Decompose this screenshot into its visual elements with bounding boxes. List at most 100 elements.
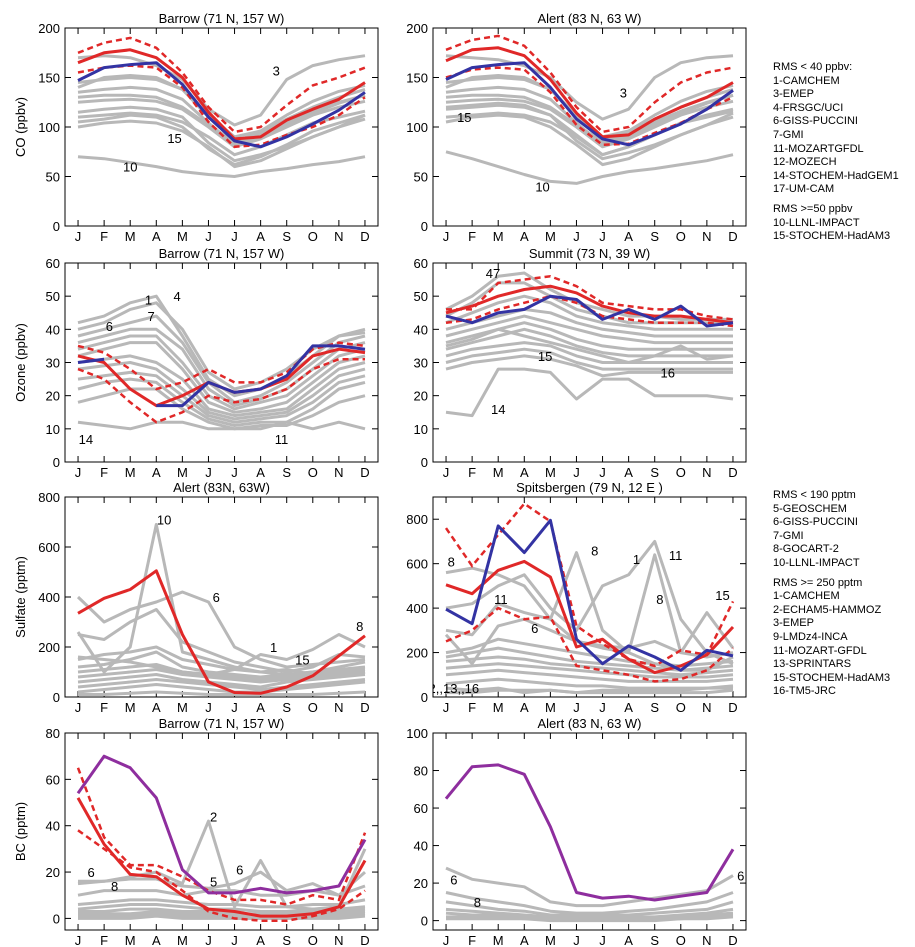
sulfate-spitsbergen-model-line-7 bbox=[445, 668, 734, 683]
bc-barrow-model-line-2 bbox=[77, 884, 366, 897]
co-barrow-xtick-label-7: A bbox=[256, 229, 265, 244]
co-barrow-mean-line bbox=[77, 48, 366, 141]
ozone-summit-model-line-6 bbox=[445, 327, 733, 358]
sulfate-alert-xtick-label-6: J bbox=[231, 700, 238, 715]
sulfate-alert-model-line-6 bbox=[77, 668, 366, 684]
ozone-barrow-model-line-10 bbox=[77, 387, 366, 431]
bc-barrow-xtick-label-4: M bbox=[177, 933, 188, 947]
bc-barrow-frame bbox=[64, 732, 379, 931]
sulfate-alert-xtick-label-0: J bbox=[75, 700, 82, 715]
co-alert-xtick-label-10: N bbox=[702, 229, 711, 244]
ozone-barrow-ytick-label-3: 30 bbox=[46, 356, 60, 371]
bc-barrow-panel: Barrow (71 N, 157 W) 0 20 40 60 80 J F M A M J J A S O N… bbox=[13, 716, 379, 947]
ozone-barrow-model-line-2 bbox=[77, 314, 366, 404]
sulfate-legend-item: 5-GEOSCHEM bbox=[773, 502, 847, 515]
co-legend-item: 14-STOCHEM-HadGEM1 bbox=[773, 169, 899, 182]
sulfate-spitsbergen-xtick-label-4: M bbox=[545, 700, 556, 715]
ozone-summit-obs-line bbox=[445, 294, 734, 328]
sulfate-legend-item: 16-TM5-JRC bbox=[773, 685, 836, 698]
sulfate-spitsbergen-xtick-label-7: A bbox=[624, 700, 633, 715]
bc-barrow-series-label-0: 2 bbox=[210, 809, 217, 824]
co-barrow-range-line-0 bbox=[77, 36, 366, 134]
ozone-summit-xtick-label-3: A bbox=[520, 465, 529, 480]
ozone-summit-xtick-label-6: J bbox=[599, 465, 606, 480]
co-alert-xtick-label-3: A bbox=[520, 229, 529, 244]
bc-alert-series-label-0: 6 bbox=[450, 872, 457, 887]
sulfate-spitsbergen-series-label-3: 8 bbox=[591, 543, 598, 558]
co-alert-plot-area: 3 15 10 bbox=[445, 34, 734, 194]
ozone-summit-xtick-label-8: S bbox=[650, 465, 659, 480]
bc-barrow-xtick-label-0: J bbox=[75, 933, 82, 947]
co-barrow-model-line-0 bbox=[77, 54, 366, 127]
sulfate-spitsbergen-ytick-label-3: 600 bbox=[406, 557, 428, 572]
bc-alert-ytick-label-3: 60 bbox=[414, 801, 428, 816]
ozone-barrow-model-line-6 bbox=[77, 354, 366, 418]
sulfate-spitsbergen-xtick-label-2: M bbox=[493, 700, 504, 715]
bc-alert-ytick-label-2: 40 bbox=[414, 839, 428, 854]
sulfate-alert-series-label-1: 6 bbox=[213, 590, 220, 605]
ozone-barrow-model-line-8 bbox=[77, 370, 366, 424]
bc-barrow-plot-area: 2 5 6 6 8 bbox=[76, 754, 367, 922]
sulfate-spitsbergen-ytick-label-1: 200 bbox=[406, 646, 428, 661]
co-alert-xtick-label-9: O bbox=[676, 229, 686, 244]
bc-alert-xtick-label-6: J bbox=[599, 933, 606, 947]
ozone-summit-model-line-9 bbox=[445, 354, 733, 378]
bc-alert-xtick-label-8: S bbox=[650, 933, 659, 947]
sulfate-alert-ylabel: Sulfate (pptm) bbox=[13, 556, 28, 638]
co-legend-item: 11-MOZARTGFDL bbox=[773, 142, 864, 155]
co-alert-model-line-9 bbox=[445, 150, 734, 185]
sulfate-spitsbergen-xtick-label-1: F bbox=[468, 700, 476, 715]
sulfate-alert-xtick-label-4: M bbox=[177, 700, 188, 715]
sulfate-alert-xtick-label-2: M bbox=[125, 700, 136, 715]
bc-barrow-xtick-label-8: S bbox=[282, 933, 291, 947]
ozone-barrow-series-label-2: 7 bbox=[147, 309, 154, 324]
sulfate-legend-item: 11-MOZART-GFDL bbox=[773, 644, 867, 657]
sulfate-spitsbergen-panel: Spitsbergen (79 N, 12 E ) 0 200 400 600 800 J F… bbox=[406, 480, 747, 715]
sulfate-alert-series-label-0: 10 bbox=[157, 513, 171, 528]
co-barrow-series-label-2: 10 bbox=[123, 160, 137, 175]
bc-barrow-range-line-0 bbox=[76, 767, 367, 906]
sulfate-alert-series-label-3: 15 bbox=[295, 653, 309, 668]
ozone-summit-xtick-label-4: M bbox=[545, 465, 556, 480]
sulfate-alert-ytick-label-0: 0 bbox=[53, 690, 60, 705]
sulfate-legend-item: 1-CAMCHEM bbox=[773, 590, 840, 603]
bc-alert-series-label-2: 6 bbox=[737, 869, 744, 884]
sulfate-alert-ytick-label-4: 800 bbox=[38, 490, 60, 505]
ozone-summit-series-label-3: 14 bbox=[491, 402, 505, 417]
ozone-summit-ytick-label-0: 0 bbox=[421, 455, 428, 470]
ozone-barrow-xtick-label-7: A bbox=[256, 465, 265, 480]
co-legend-title-0: RMS < 40 ppbv: bbox=[773, 61, 853, 73]
co-barrow-series-label-0: 3 bbox=[273, 64, 280, 79]
ozone-barrow-xtick-label-9: O bbox=[308, 465, 318, 480]
sulfate-alert-ytick-label-2: 400 bbox=[38, 590, 60, 605]
co-barrow-xtick-label-1: F bbox=[100, 229, 108, 244]
co-alert-mean-line bbox=[445, 46, 734, 139]
bc-barrow-ytick-label-0: 0 bbox=[53, 911, 60, 926]
sulfate-legend-item: 2-ECHAM5-HAMMOZ bbox=[773, 603, 882, 616]
co-barrow-xtick-label-5: J bbox=[205, 229, 212, 244]
sulfate-alert-model-line-11 bbox=[78, 690, 366, 696]
ozone-barrow-ytick-label-4: 40 bbox=[46, 322, 60, 337]
sulfate-spitsbergen-series-label-6: 8 bbox=[656, 592, 663, 607]
bc-barrow-xtick-label-6: J bbox=[231, 933, 238, 947]
co-barrow-panel: Barrow (71 N, 157 W) 0 50 100 150 200 J F M A M J J A… bbox=[13, 11, 379, 244]
bc-alert-model-line-3 bbox=[445, 907, 734, 919]
sulfate-legend-title-0: RMS < 190 pptm bbox=[773, 489, 856, 501]
bc-barrow-xtick-label-11: D bbox=[360, 933, 369, 947]
ozone-summit-ytick-label-5: 50 bbox=[414, 289, 428, 304]
bc-alert-model-line-1 bbox=[445, 891, 734, 915]
co-barrow-range-line-1 bbox=[77, 64, 366, 149]
co-barrow-obs-line bbox=[77, 61, 366, 149]
co-alert-xtick-label-8: S bbox=[650, 229, 659, 244]
co-legend: RMS < 40 ppbv: 1-CAMCHEM 3-EMEP 4-FRSGC/UCI… bbox=[773, 61, 899, 244]
ozone-barrow-series-label-4: 14 bbox=[79, 432, 93, 447]
bc-barrow-xtick-label-3: A bbox=[152, 933, 161, 947]
ozone-barrow-xtick-label-10: N bbox=[334, 465, 343, 480]
ozone-barrow-model-line-4 bbox=[77, 334, 366, 411]
ozone-barrow-ylabel: Ozone (ppbv) bbox=[13, 323, 28, 402]
co-alert-xtick-label-7: A bbox=[624, 229, 633, 244]
ozone-barrow-ytick-label-5: 50 bbox=[46, 289, 60, 304]
